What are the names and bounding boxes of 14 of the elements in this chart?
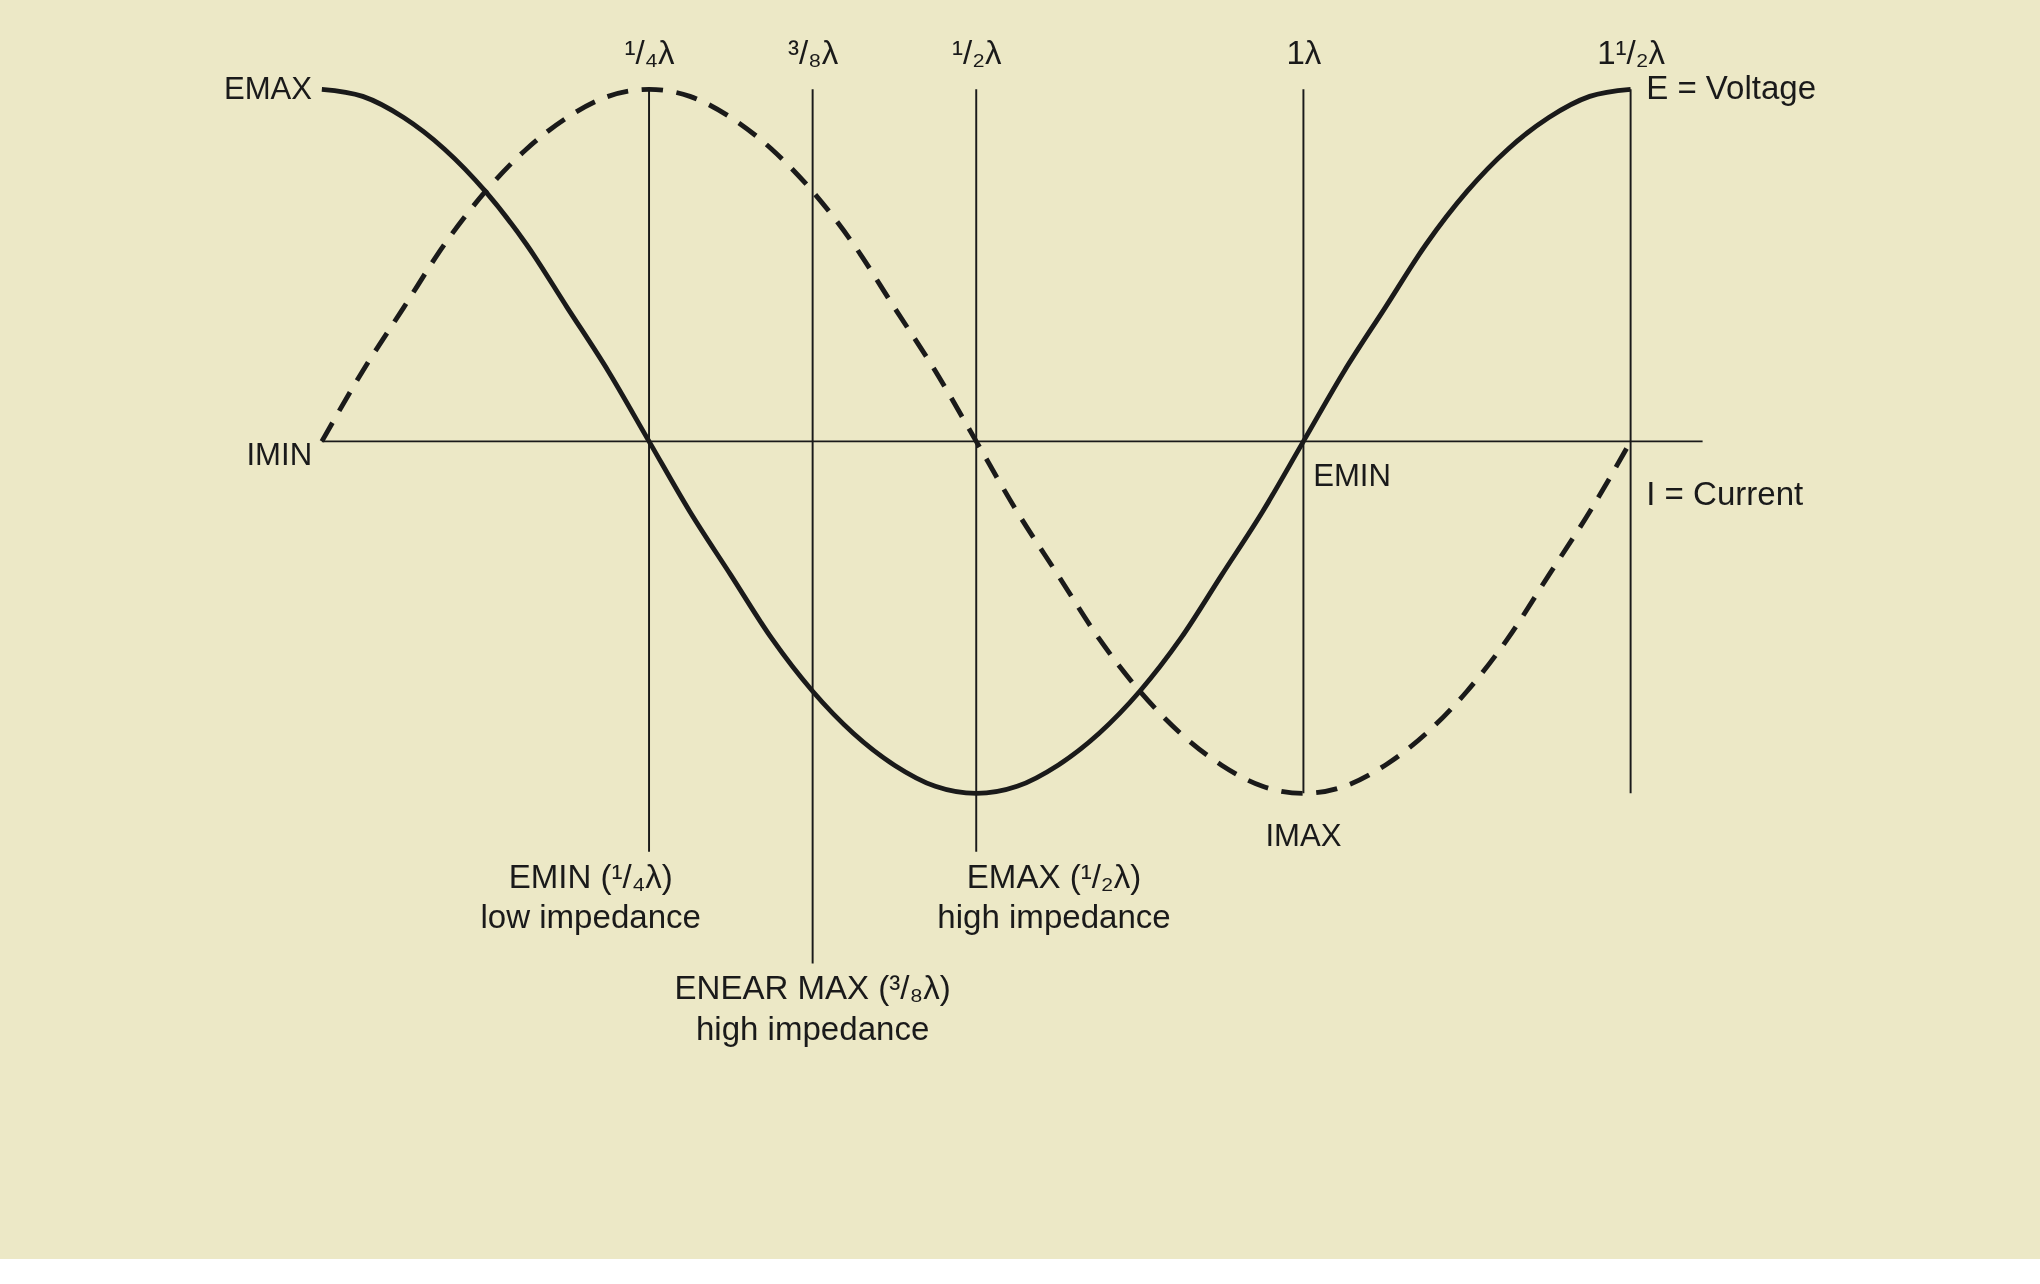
x-tick-label: 1λ xyxy=(1286,33,1322,71)
x-tick-label: 1¹/₂λ xyxy=(1597,33,1666,71)
annotation: EMAX xyxy=(223,71,313,107)
text: EMAX (¹/₂λ) high impedance xyxy=(937,857,1171,936)
x-tick-label: ¹/₂λ xyxy=(951,33,1002,71)
x-tick-label: ³/₈λ xyxy=(787,33,839,71)
x-tick-label: ¹/₄λ xyxy=(624,33,676,71)
series-label: I = Current xyxy=(1646,474,1804,512)
annotation: EMIN xyxy=(1313,458,1391,494)
annotation: IMAX xyxy=(1265,817,1342,853)
text: EMIN (¹/₄λ) low impedance xyxy=(480,857,701,936)
series-label: E = Voltage xyxy=(1646,69,1817,107)
text: ENEAR MAX (³/₈λ) high impedance xyxy=(674,969,951,1048)
annotation: IMIN xyxy=(246,436,313,472)
